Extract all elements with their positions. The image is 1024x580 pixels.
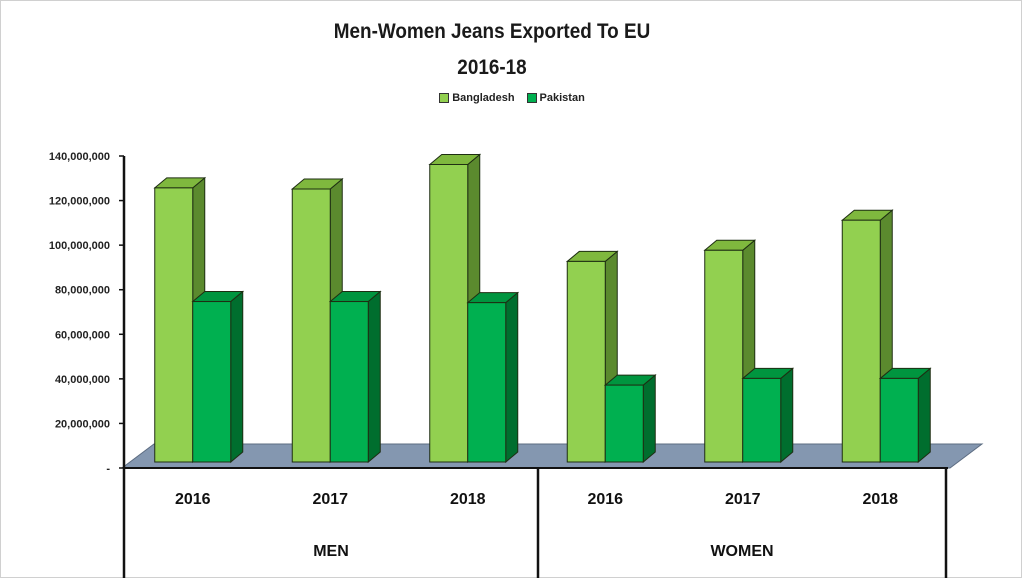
legend: Bangladesh Pakistan: [0, 92, 1024, 104]
y-tick-label: 60,000,000: [55, 329, 110, 341]
bar-bangladesh-women-2017: [704, 249, 744, 463]
y-tick-label: 80,000,000: [55, 285, 110, 297]
legend-label-bangladesh: Bangladesh: [452, 92, 515, 104]
bar-bangladesh-women-2018: [841, 219, 881, 463]
x-tick-label: 2016: [175, 491, 211, 508]
legend-swatch-bangladesh: [439, 93, 450, 103]
bar-pakistan-women-2016-side: [642, 374, 656, 464]
y-tick-label: 100,000,000: [49, 240, 110, 252]
x-tick-label: 2017: [312, 491, 348, 508]
y-tick-label: 20,000,000: [55, 418, 110, 430]
x-tick-label: 2017: [725, 491, 761, 508]
legend-label-pakistan: Pakistan: [539, 92, 585, 104]
bar-bangladesh-women-2016: [566, 260, 606, 463]
bar-pakistan-men-2018-side: [505, 291, 519, 464]
bar-pakistan-women-2016: [604, 384, 644, 463]
bar-pakistan-men-2016: [192, 301, 232, 463]
bar-pakistan-men-2018: [467, 302, 507, 463]
bar-pakistan-men-2016-side: [230, 290, 244, 464]
y-tick-label: 140,000,000: [49, 151, 110, 163]
bar-bangladesh-men-2017: [291, 188, 331, 463]
bar-pakistan-women-2017-side: [780, 367, 794, 464]
group-label-women: WOMEN: [710, 543, 773, 560]
x-tick-label: 2016: [587, 491, 623, 508]
bar-pakistan-men-2017: [329, 301, 369, 463]
legend-item-bangladesh: Bangladesh: [439, 92, 515, 104]
chart-title: Men-Women Jeans Exported To EU: [333, 20, 651, 43]
bar-bangladesh-men-2016: [154, 187, 194, 463]
bar-bangladesh-men-2018: [429, 163, 469, 463]
legend-item-pakistan: Pakistan: [526, 92, 585, 104]
legend-swatch-pakistan: [526, 93, 537, 103]
y-tick-label: -: [106, 463, 110, 475]
bar-pakistan-women-2018: [879, 377, 919, 463]
x-tick-label: 2018: [450, 491, 486, 508]
bar-pakistan-men-2017-side: [367, 290, 381, 464]
group-label-men: MEN: [313, 543, 349, 560]
chart-subtitle: 2016-18: [457, 56, 527, 79]
y-tick-label: 120,000,000: [49, 196, 110, 208]
y-tick-label: 40,000,000: [55, 374, 110, 386]
bar-pakistan-women-2018-side: [917, 367, 931, 464]
x-tick-label: 2018: [862, 491, 898, 508]
bar-pakistan-women-2017: [742, 377, 782, 463]
